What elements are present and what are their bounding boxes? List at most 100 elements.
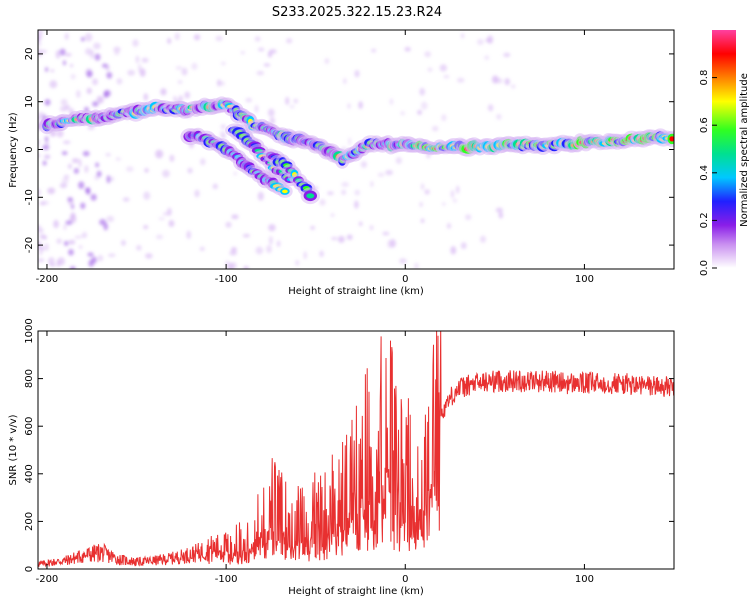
spectrogram-speckle — [101, 63, 108, 68]
spectrogram-speckle — [212, 183, 218, 190]
spectrogram-speckle — [155, 149, 164, 159]
snr-y-tick-label: 600 — [24, 417, 35, 436]
spectrogram-speckle — [115, 157, 121, 161]
spectrogram-speckle — [231, 247, 237, 252]
spectrogram-x-tick-label: 0 — [402, 274, 408, 285]
spectrogram-speckle — [456, 77, 465, 83]
spectrogram-speckle — [399, 258, 407, 264]
spectrogram-speckle — [67, 163, 72, 170]
spectrogram-speckle — [116, 78, 123, 85]
spectrogram-speckle — [168, 219, 175, 228]
spectrogram-speckle — [266, 245, 272, 254]
spectrogram-speckle — [267, 51, 273, 58]
spectrogram-speckle — [107, 253, 116, 257]
spectrogram-core — [306, 193, 315, 199]
spectrogram-ridge-main — [39, 96, 674, 169]
spectrogram-speckle — [439, 64, 448, 72]
spectrogram-x-tick-label: -200 — [36, 274, 59, 285]
spectrogram-speckle — [480, 235, 486, 243]
spectrogram-speckle — [187, 167, 193, 174]
spectrogram-speckle — [143, 191, 151, 200]
spectrogram-speckle — [257, 191, 264, 201]
spectrogram-speckle — [227, 262, 234, 269]
spectrogram-speckle — [255, 246, 264, 255]
spectrogram-content — [38, 30, 674, 269]
spectrogram-speckle — [395, 156, 402, 165]
spectrogram-speckle — [229, 250, 238, 256]
spectrogram-ridge-branch3 — [262, 148, 320, 205]
snr-panel: -200 -100 0 100 0 200 400 600 800 1000 Height of… — [8, 318, 675, 597]
spectrogram-speckle — [420, 218, 425, 223]
spectrogram-speckle — [63, 240, 69, 246]
spectrogram-speckle — [221, 61, 226, 66]
spectrogram-speckle — [354, 200, 359, 209]
spectrogram-speckle — [510, 84, 516, 89]
spectrogram-speckle — [295, 259, 300, 266]
spectrogram-speckle — [63, 174, 70, 179]
spectrogram-speckle — [267, 108, 275, 117]
spectrogram-speckle — [256, 71, 265, 76]
spectrogram-speckle — [177, 80, 183, 85]
spectrogram-speckle — [330, 213, 335, 217]
spectrogram-speckle — [243, 265, 249, 269]
spectrogram-speckle — [56, 238, 62, 244]
spectrogram-y-tick-label: 20 — [24, 48, 35, 61]
spectrogram-speckle — [69, 266, 76, 269]
spectrogram-speckle — [64, 33, 69, 40]
spectrogram-speckle — [194, 189, 200, 198]
spectrogram-speckle — [276, 240, 281, 247]
spectrogram-speckle — [331, 236, 338, 241]
spectrogram-speckle — [38, 139, 41, 143]
spectrogram-speckle — [53, 219, 59, 229]
spectrogram-speckle — [82, 231, 88, 238]
spectrogram-x-tick-label: -100 — [215, 274, 238, 285]
snr-x-tick-label: 0 — [402, 574, 408, 585]
spectrogram-speckle — [86, 70, 93, 78]
spectrogram-speckle — [95, 162, 100, 168]
spectrogram-speckle — [385, 169, 393, 176]
spectrogram-speckle — [47, 187, 56, 195]
spectrogram-speckle — [495, 78, 503, 84]
spectrogram-speckle — [450, 246, 457, 255]
spectrogram-speckle — [424, 189, 430, 195]
spectrogram-speckle — [400, 111, 405, 116]
spectrogram-speckle — [38, 224, 41, 230]
spectrogram-speckle — [162, 169, 170, 178]
spectrogram-speckle — [263, 63, 271, 67]
spectrogram-speckle — [44, 99, 51, 106]
snr-y-tick-label: 400 — [24, 464, 35, 483]
colorbar-tick-label: 0.8 — [699, 70, 710, 86]
spectrogram-x-label: Height of straight line (km) — [288, 286, 424, 297]
snr-x-tick-label: -200 — [36, 574, 59, 585]
spectrogram-speckle — [68, 248, 74, 256]
spectrogram-speckle — [42, 144, 50, 151]
spectrogram-speckle — [106, 175, 111, 184]
spectrogram-core — [669, 136, 674, 142]
spectrogram-speckle — [155, 234, 164, 240]
spectrogram-speckle — [84, 33, 93, 42]
spectrogram-speckle — [44, 141, 50, 146]
spectrogram-speckle — [74, 235, 82, 239]
spectrogram-speckle — [96, 95, 104, 104]
spectrogram-speckle — [39, 251, 43, 256]
spectrogram-speckle — [114, 50, 120, 56]
spectrogram-speckle — [286, 38, 293, 44]
spectrogram-speckle — [199, 246, 205, 251]
spectrogram-speckle — [143, 93, 148, 101]
spectrogram-speckle — [59, 182, 68, 189]
snr-x-label: Height of straight line (km) — [288, 586, 424, 597]
spectrogram-speckle — [64, 53, 72, 57]
spectrogram-speckle — [404, 46, 411, 52]
spectrogram-y-tick-label: -20 — [24, 237, 35, 253]
spectrogram-speckle — [71, 203, 75, 210]
spectrogram-speckle — [487, 104, 494, 112]
spectrogram-speckle — [59, 106, 68, 112]
spectrogram-speckle — [87, 252, 94, 257]
spectrogram-speckle — [186, 230, 192, 240]
spectrogram-speckle — [485, 38, 492, 42]
spectrogram-speckle — [96, 170, 102, 178]
spectrogram-speckle — [419, 201, 423, 208]
spectrogram-speckle — [456, 185, 460, 194]
spectrogram-speckle — [137, 63, 142, 73]
